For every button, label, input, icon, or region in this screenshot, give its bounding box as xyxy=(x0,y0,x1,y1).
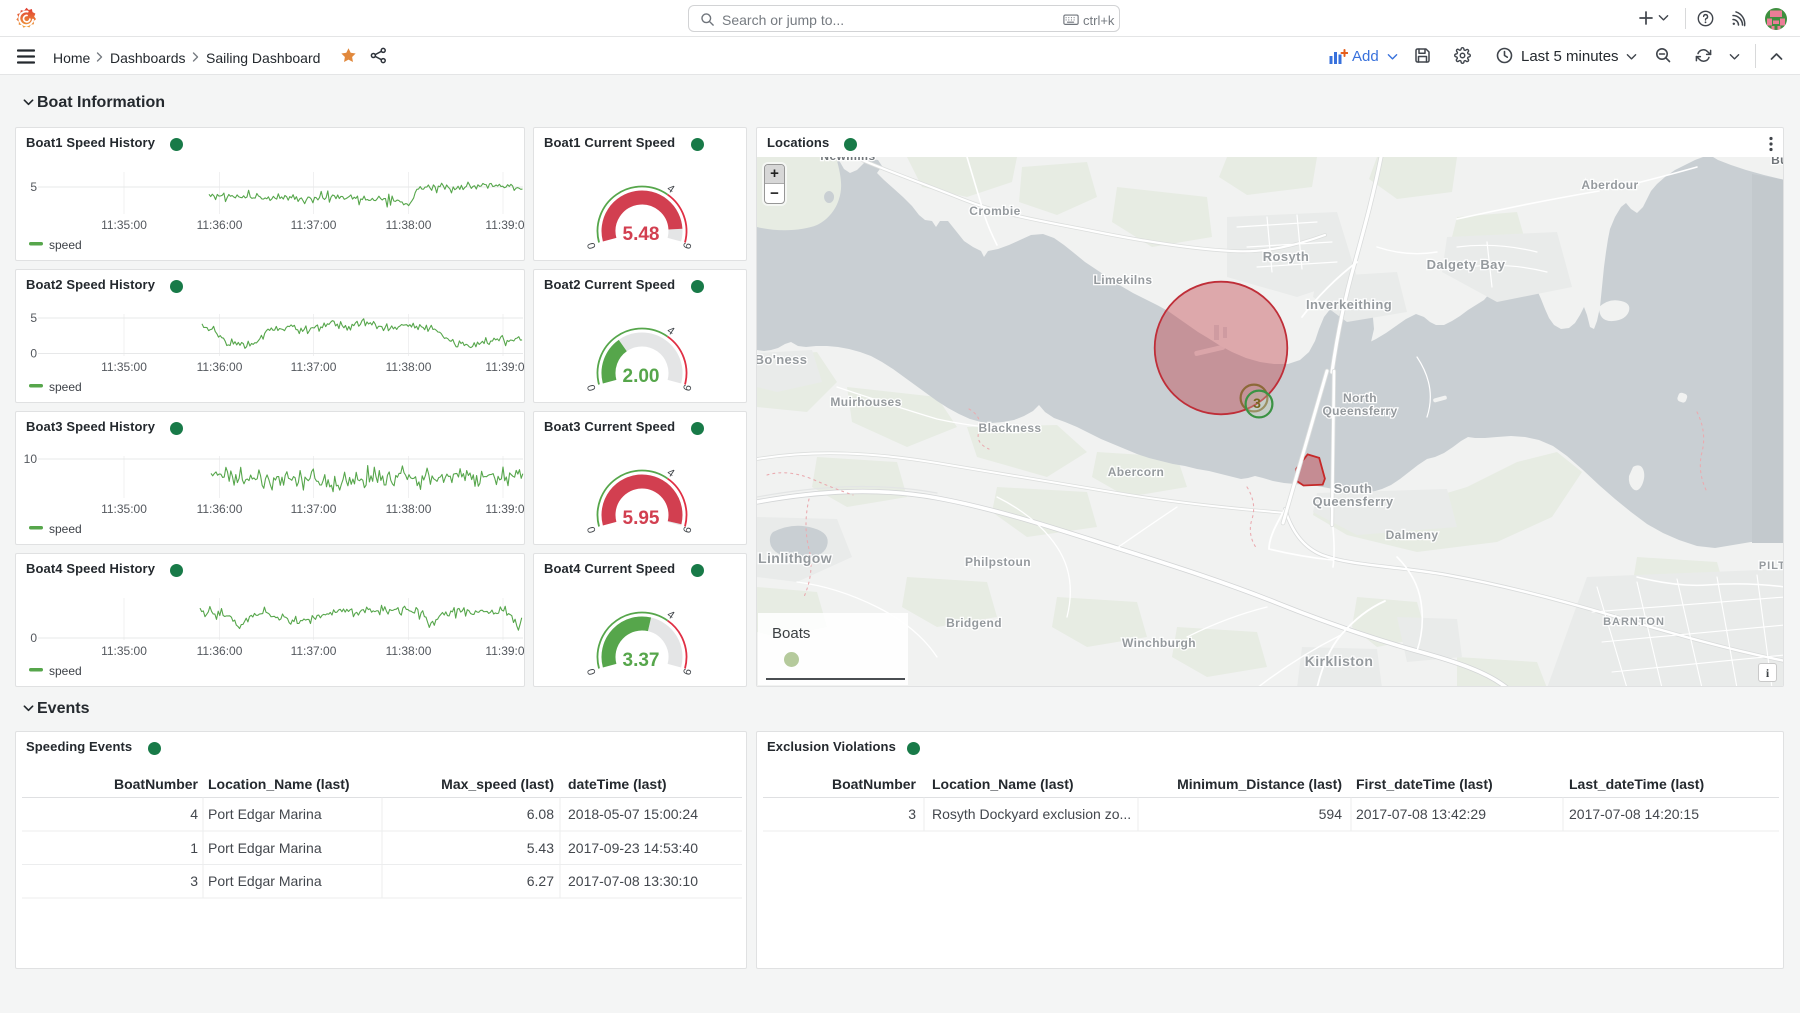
svg-text:11:38:00: 11:38:00 xyxy=(386,644,432,658)
svg-text:4: 4 xyxy=(665,609,677,622)
svg-text:11:36:00: 11:36:00 xyxy=(197,360,243,374)
svg-text:speed: speed xyxy=(49,664,82,678)
svg-text:speed: speed xyxy=(49,522,82,536)
svg-text:3: 3 xyxy=(190,873,198,889)
svg-text:4: 4 xyxy=(190,806,198,822)
svg-text:2018-05-07 15:00:24: 2018-05-07 15:00:24 xyxy=(568,806,698,822)
svg-text:PILTO: PILTO xyxy=(1759,560,1784,572)
svg-text:594: 594 xyxy=(1319,806,1343,822)
svg-text:Max_speed (last): Max_speed (last) xyxy=(441,776,554,792)
svg-text:3: 3 xyxy=(1253,395,1261,411)
svg-text:speed: speed xyxy=(49,380,82,394)
svg-text:11:38:00: 11:38:00 xyxy=(386,502,432,516)
svg-text:2.00: 2.00 xyxy=(623,366,660,387)
svg-text:2017-07-08 14:20:15: 2017-07-08 14:20:15 xyxy=(1569,806,1699,822)
svg-text:0: 0 xyxy=(30,631,37,645)
svg-text:2017-07-08 13:42:29: 2017-07-08 13:42:29 xyxy=(1356,806,1486,822)
svg-text:Port Edgar Marina: Port Edgar Marina xyxy=(208,840,322,856)
svg-text:BoatNumber: BoatNumber xyxy=(114,776,199,792)
svg-text:5: 5 xyxy=(30,180,37,194)
svg-text:Inverkeithing: Inverkeithing xyxy=(1306,297,1392,312)
svg-text:Crombie: Crombie xyxy=(969,204,1020,218)
svg-text:11:37:00: 11:37:00 xyxy=(291,502,337,516)
svg-text:10: 10 xyxy=(24,452,38,466)
svg-text:6.08: 6.08 xyxy=(527,806,554,822)
svg-text:Port Edgar Marina: Port Edgar Marina xyxy=(208,873,322,889)
svg-text:Limekilns: Limekilns xyxy=(1094,273,1153,287)
svg-text:Rosyth: Rosyth xyxy=(1263,249,1309,264)
svg-text:speed: speed xyxy=(49,238,82,252)
svg-text:3.37: 3.37 xyxy=(623,650,660,671)
svg-text:Queensferry: Queensferry xyxy=(1313,494,1394,509)
svg-text:Linlithgow: Linlithgow xyxy=(758,550,832,566)
svg-text:11:35:00: 11:35:00 xyxy=(101,218,147,232)
svg-text:11:35:00: 11:35:00 xyxy=(101,360,147,374)
svg-text:Bur: Bur xyxy=(1771,157,1784,167)
svg-text:6.27: 6.27 xyxy=(527,873,554,889)
svg-text:Newmills: Newmills xyxy=(820,157,875,163)
svg-text:Abercorn: Abercorn xyxy=(1108,465,1165,479)
svg-text:4: 4 xyxy=(665,183,677,196)
svg-text:Winchburgh: Winchburgh xyxy=(1122,636,1196,650)
svg-text:0: 0 xyxy=(30,347,37,361)
svg-text:3: 3 xyxy=(908,806,916,822)
svg-text:First_dateTime (last): First_dateTime (last) xyxy=(1356,776,1493,792)
svg-text:6: 6 xyxy=(681,241,694,251)
svg-text:11:36:00: 11:36:00 xyxy=(197,502,243,516)
svg-text:11:38:00: 11:38:00 xyxy=(386,360,432,374)
svg-text:Queensferry: Queensferry xyxy=(1322,404,1397,418)
svg-text:South: South xyxy=(1334,481,1373,496)
svg-text:6: 6 xyxy=(681,383,694,393)
svg-text:11:37:00: 11:37:00 xyxy=(291,644,337,658)
svg-text:11:35:00: 11:35:00 xyxy=(101,644,147,658)
svg-text:2017-09-23 14:53:40: 2017-09-23 14:53:40 xyxy=(568,840,698,856)
svg-text:dateTime (last): dateTime (last) xyxy=(568,776,667,792)
svg-text:11:39:0: 11:39:0 xyxy=(485,644,524,658)
svg-text:Bridgend: Bridgend xyxy=(946,616,1002,630)
svg-text:Location_Name (last): Location_Name (last) xyxy=(932,776,1074,792)
svg-text:11:36:00: 11:36:00 xyxy=(197,644,243,658)
svg-text:Bo'ness: Bo'ness xyxy=(757,352,807,367)
svg-text:Last_dateTime (last): Last_dateTime (last) xyxy=(1569,776,1704,792)
svg-text:Muirhouses: Muirhouses xyxy=(830,395,901,409)
svg-text:11:35:00: 11:35:00 xyxy=(101,502,147,516)
svg-text:11:37:00: 11:37:00 xyxy=(291,218,337,232)
svg-text:5: 5 xyxy=(30,311,37,325)
svg-text:Rosyth Dockyard exclusion zo..: Rosyth Dockyard exclusion zo... xyxy=(932,806,1131,822)
svg-text:0: 0 xyxy=(585,241,598,250)
svg-text:11:37:00: 11:37:00 xyxy=(291,360,337,374)
svg-text:Port Edgar Marina: Port Edgar Marina xyxy=(208,806,322,822)
svg-text:2017-07-08 13:30:10: 2017-07-08 13:30:10 xyxy=(568,873,698,889)
svg-text:11:39:0: 11:39:0 xyxy=(485,360,524,374)
svg-text:11:38:00: 11:38:00 xyxy=(386,218,432,232)
svg-text:Minimum_Distance (last): Minimum_Distance (last) xyxy=(1177,776,1342,792)
svg-text:4: 4 xyxy=(665,325,677,338)
svg-text:5.48: 5.48 xyxy=(623,224,660,245)
svg-text:6: 6 xyxy=(681,667,694,677)
svg-text:Philpstoun: Philpstoun xyxy=(965,555,1031,569)
svg-text:Dalgety Bay: Dalgety Bay xyxy=(1427,257,1506,272)
svg-text:Aberdour: Aberdour xyxy=(1581,178,1638,192)
svg-text:4: 4 xyxy=(665,467,677,480)
svg-text:5.43: 5.43 xyxy=(527,840,554,856)
svg-text:Blackness: Blackness xyxy=(979,421,1042,435)
svg-text:11:39:0: 11:39:0 xyxy=(485,502,524,516)
svg-text:0: 0 xyxy=(585,667,598,676)
svg-text:Location_Name (last): Location_Name (last) xyxy=(208,776,350,792)
svg-text:0: 0 xyxy=(585,525,598,534)
svg-text:5.95: 5.95 xyxy=(623,508,660,529)
svg-text:BoatNumber: BoatNumber xyxy=(832,776,917,792)
svg-text:1: 1 xyxy=(190,840,198,856)
svg-text:Kirkliston: Kirkliston xyxy=(1305,653,1374,669)
svg-text:Dalmeny: Dalmeny xyxy=(1386,528,1439,542)
svg-text:6: 6 xyxy=(681,525,694,535)
svg-text:0: 0 xyxy=(585,383,598,392)
svg-text:11:36:00: 11:36:00 xyxy=(197,218,243,232)
svg-text:BARNTON: BARNTON xyxy=(1603,616,1665,628)
svg-text:11:39:0: 11:39:0 xyxy=(485,218,524,232)
svg-text:North: North xyxy=(1343,391,1377,405)
